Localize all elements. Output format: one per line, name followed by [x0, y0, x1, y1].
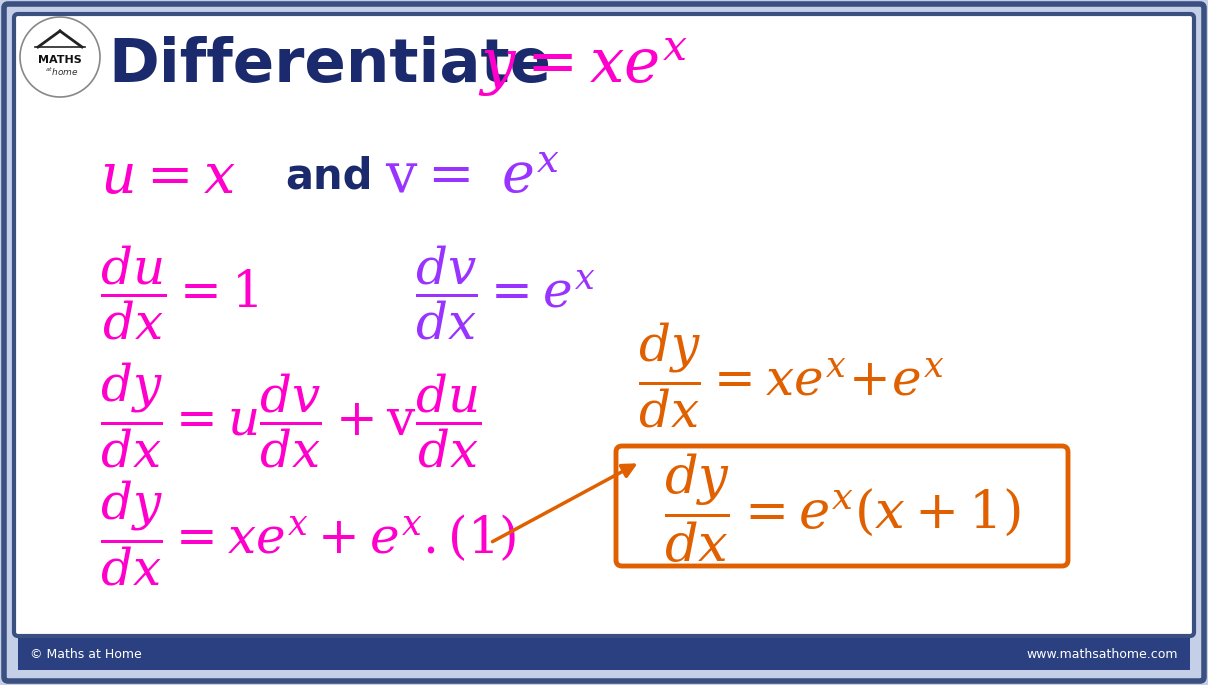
Text: and: and — [285, 155, 372, 197]
Text: $\dfrac{dv}{dx} = e^x$: $\dfrac{dv}{dx} = e^x$ — [416, 244, 596, 342]
FancyBboxPatch shape — [18, 638, 1190, 670]
Text: $^{at}$home: $^{at}$home — [45, 66, 79, 78]
FancyBboxPatch shape — [14, 14, 1194, 636]
Text: www.mathsathome.com: www.mathsathome.com — [1027, 647, 1178, 660]
Text: $y = xe^x$: $y = xe^x$ — [478, 36, 689, 99]
Text: Differentiate: Differentiate — [108, 36, 551, 95]
Text: $\dfrac{dy}{dx} = xe^x\!+\!e^x$: $\dfrac{dy}{dx} = xe^x\!+\!e^x$ — [638, 320, 945, 429]
FancyBboxPatch shape — [616, 446, 1068, 566]
Text: © Maths at Home: © Maths at Home — [30, 647, 141, 660]
FancyBboxPatch shape — [4, 4, 1204, 681]
Circle shape — [21, 17, 100, 97]
Text: $\dfrac{du}{dx} = 1$: $\dfrac{du}{dx} = 1$ — [100, 244, 259, 342]
Text: $\dfrac{dy}{dx} = e^x(x + 1)$: $\dfrac{dy}{dx} = e^x(x + 1)$ — [663, 451, 1021, 564]
Text: MATHS: MATHS — [39, 55, 82, 65]
Text: $\mathrm{v} = \ e^x$: $\mathrm{v} = \ e^x$ — [385, 151, 561, 205]
Text: $u = x$: $u = x$ — [100, 151, 236, 205]
Text: $\dfrac{dy}{dx} = xe^x + e^x.(1)$: $\dfrac{dy}{dx} = xe^x + e^x.(1)$ — [100, 478, 517, 588]
Text: $\dfrac{dy}{dx} = u\dfrac{dv}{dx} + \mathrm{v}\dfrac{du}{dx}$: $\dfrac{dy}{dx} = u\dfrac{dv}{dx} + \mat… — [100, 360, 481, 470]
